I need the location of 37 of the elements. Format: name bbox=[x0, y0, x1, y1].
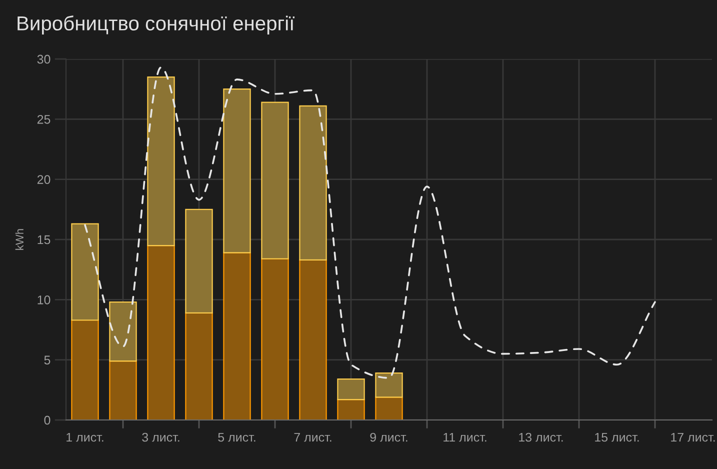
bar bbox=[147, 244, 175, 420]
bar bbox=[223, 88, 251, 254]
chart-title: Виробництво сонячної енергії bbox=[18, 16, 294, 34]
bar bbox=[223, 252, 251, 420]
x-tick-label: 3 лист. bbox=[142, 432, 180, 442]
bar bbox=[185, 208, 213, 314]
x-tick-label: 5 лист. bbox=[218, 432, 256, 442]
bar bbox=[299, 105, 327, 261]
y-tick-label: 10 bbox=[38, 295, 50, 304]
bar bbox=[261, 102, 289, 260]
y-axis-title: kWh bbox=[15, 229, 24, 250]
bar bbox=[299, 259, 327, 420]
x-tick-label: 17 лист. bbox=[671, 432, 715, 442]
bar bbox=[71, 223, 99, 321]
y-tick-label: 0 bbox=[44, 416, 50, 425]
bar bbox=[147, 76, 175, 246]
y-tick-label: 30 bbox=[37, 54, 50, 64]
bar bbox=[71, 320, 99, 420]
bar bbox=[261, 258, 289, 420]
bar bbox=[337, 398, 365, 420]
x-tick-label: 7 лист. bbox=[294, 432, 332, 442]
bar bbox=[375, 396, 403, 420]
bar bbox=[109, 360, 137, 420]
x-tick-label: 11 лист. bbox=[444, 432, 486, 442]
bar bbox=[375, 372, 403, 398]
y-tick-label: 5 bbox=[44, 356, 50, 364]
x-tick-label: 13 лист. bbox=[519, 432, 563, 442]
y-tick-label: 20 bbox=[37, 175, 50, 184]
line-series bbox=[84, 66, 656, 379]
bar bbox=[337, 378, 365, 400]
x-tick-label: 15 лист. bbox=[595, 432, 639, 442]
x-tick-label: 9 лист. bbox=[370, 432, 408, 442]
bar bbox=[185, 312, 213, 420]
x-tick-label: 1 лист. bbox=[66, 432, 104, 442]
bar bbox=[109, 302, 137, 362]
y-tick-label: 25 bbox=[37, 114, 50, 124]
y-tick-label: 15 bbox=[38, 235, 50, 244]
